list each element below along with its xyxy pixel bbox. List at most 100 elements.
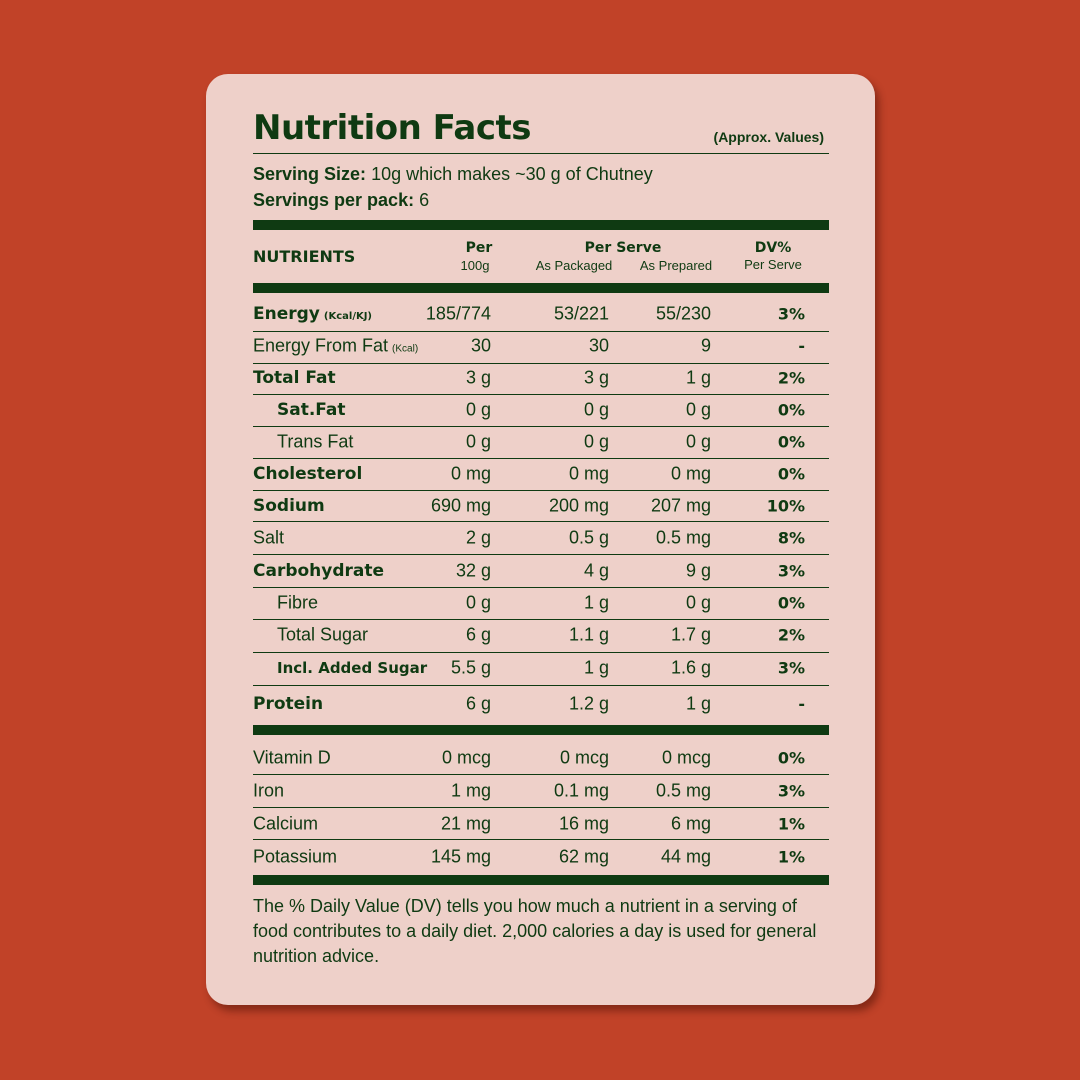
dv-value: 0% <box>777 464 805 484</box>
as-packaged-header: As Packaged <box>535 258 613 273</box>
dv-value: 0% <box>777 593 805 613</box>
row-divider <box>253 426 829 427</box>
per-100g-value: 6 g <box>465 624 491 645</box>
serving-size: Serving Size: 10g which makes ~30 g of C… <box>253 161 653 187</box>
as-packaged-value: 0 mg <box>568 463 609 484</box>
nutrient-row-sodium: Sodium 690 mg 200 mg 207 mg 10% <box>253 490 829 522</box>
as-packaged-value: 1 g <box>583 657 609 678</box>
per-100g-header: 100g <box>460 258 490 273</box>
as-prepared-value: 1 g <box>685 367 711 388</box>
per-serve-header: Per Serve <box>584 240 662 256</box>
nutrient-name: Calcium <box>253 813 319 834</box>
as-packaged-value: 0.5 g <box>568 527 609 548</box>
dv-per-serve-header: Per Serve <box>744 257 802 272</box>
row-divider <box>253 839 829 840</box>
as-prepared-value: 9 <box>700 335 711 356</box>
nutrient-name: Vitamin D <box>253 747 331 768</box>
nutrient-name: Sodium <box>253 496 325 516</box>
dv-value: 3% <box>777 781 805 801</box>
as-packaged-value: 0 g <box>583 431 609 452</box>
nutrient-row-energy: Energy (Kcal/KJ) 185/774 53/221 55/230 3% <box>253 298 829 330</box>
serving-size-value: 10g which makes ~30 g of Chutney <box>371 164 653 184</box>
nutrient-row-total-sugar: Total Sugar 6 g 1.1 g 1.7 g 2% <box>253 619 829 651</box>
as-prepared-value: 0 mg <box>670 463 711 484</box>
row-divider <box>253 619 829 620</box>
per-100g-value: 145 mg <box>430 846 491 867</box>
vitamin-row-vitamin-d: Vitamin D 0 mcg 0 mcg 0 mcg 0% <box>253 742 829 774</box>
nutrients-header: NUTRIENTS <box>253 247 356 266</box>
as-packaged-value: 3 g <box>583 367 609 388</box>
vitamin-row-calcium: Calcium 21 mg 16 mg 6 mg 1% <box>253 808 829 840</box>
nutrient-name: Energy From Fat (Kcal) <box>253 335 419 356</box>
row-divider <box>253 521 829 522</box>
per-100g-value: 0 g <box>465 399 491 420</box>
daily-value-footnote: The % Daily Value (DV) tells you how muc… <box>253 896 817 966</box>
dv-value: - <box>798 694 805 714</box>
as-packaged-value: 0 g <box>583 399 609 420</box>
per-100g-value: 6 g <box>465 693 491 714</box>
nutrient-name: Fibre <box>277 592 319 613</box>
as-packaged-value: 4 g <box>583 560 609 581</box>
as-prepared-value: 0 mcg <box>661 747 711 768</box>
as-packaged-value: 0.1 mg <box>553 780 609 801</box>
vitamin-row-iron: Iron 1 mg 0.1 mg 0.5 mg 3% <box>253 775 829 807</box>
dv-value: 2% <box>777 625 805 645</box>
nutrient-name: Protein <box>253 694 324 714</box>
nutrient-name: Energy (Kcal/KJ) <box>253 304 373 324</box>
per-100g-value: 2 g <box>465 527 491 548</box>
as-prepared-value: 1.7 g <box>670 624 711 645</box>
as-prepared-value: 9 g <box>685 560 711 581</box>
as-prepared-value: 0 g <box>685 592 711 613</box>
per-100g-value: 21 mg <box>440 813 491 834</box>
as-packaged-value: 53/221 <box>553 303 609 324</box>
row-divider <box>253 394 829 395</box>
per-100g-value: 3 g <box>465 367 491 388</box>
as-prepared-value: 0 g <box>685 431 711 452</box>
row-divider <box>253 587 829 588</box>
dv-value: 0% <box>777 748 805 768</box>
dv-value: 10% <box>766 496 805 516</box>
as-prepared-value: 6 mg <box>670 813 711 834</box>
nutrient-row-added-sugar: Incl. Added Sugar 5.5 g 1 g 1.6 g 3% <box>253 652 829 684</box>
dv-value: 1% <box>777 814 805 834</box>
as-packaged-value: 200 mg <box>548 495 609 516</box>
nutrient-row-energy-from-fat: Energy From Fat (Kcal) 30 30 9 - <box>253 330 829 362</box>
as-packaged-value: 1.1 g <box>568 624 609 645</box>
per-100g-value: 1 mg <box>450 780 491 801</box>
title-divider <box>253 153 829 154</box>
as-prepared-header: As Prepared <box>639 258 713 273</box>
as-packaged-value: 62 mg <box>558 846 609 867</box>
dv-header: DV% <box>754 240 792 256</box>
nutrition-label-card: Nutrition Facts (Approx. Values) Serving… <box>206 74 875 1005</box>
row-divider <box>253 363 829 364</box>
header-top-bar <box>253 220 829 230</box>
nutrient-row-sat-fat: Sat.Fat 0 g 0 g 0 g 0% <box>253 394 829 426</box>
dv-value: - <box>798 336 805 356</box>
row-divider <box>253 554 829 555</box>
row-divider <box>253 774 829 775</box>
row-divider <box>253 807 829 808</box>
as-prepared-value: 0.5 mg <box>655 780 711 801</box>
servings-label: Servings per pack: <box>253 190 415 210</box>
servings-per-pack: Servings per pack: 6 <box>253 187 429 213</box>
nutrient-row-total-fat: Total Fat 3 g 3 g 1 g 2% <box>253 362 829 394</box>
per-100g-value: 32 g <box>455 560 491 581</box>
dv-value: 2% <box>777 368 805 388</box>
as-prepared-value: 1 g <box>685 693 711 714</box>
row-divider <box>253 652 829 653</box>
per-100g-value: 0 g <box>465 592 491 613</box>
nutrient-name: Trans Fat <box>277 431 354 452</box>
nutrient-row-cholesterol: Cholesterol 0 mg 0 mg 0 mg 0% <box>253 458 829 490</box>
header-bottom-bar <box>253 283 829 293</box>
nutrient-name: Potassium <box>253 846 338 867</box>
nutrient-name: Total Fat <box>253 368 336 388</box>
as-packaged-value: 1.2 g <box>568 693 609 714</box>
row-divider <box>253 490 829 491</box>
row-divider <box>253 685 829 686</box>
row-divider <box>253 458 829 459</box>
nutrient-name: Incl. Added Sugar <box>277 659 428 677</box>
as-packaged-value: 0 mcg <box>559 747 609 768</box>
per-100g-value: 5.5 g <box>450 657 491 678</box>
as-packaged-value: 16 mg <box>558 813 609 834</box>
dv-value: 8% <box>777 528 805 548</box>
